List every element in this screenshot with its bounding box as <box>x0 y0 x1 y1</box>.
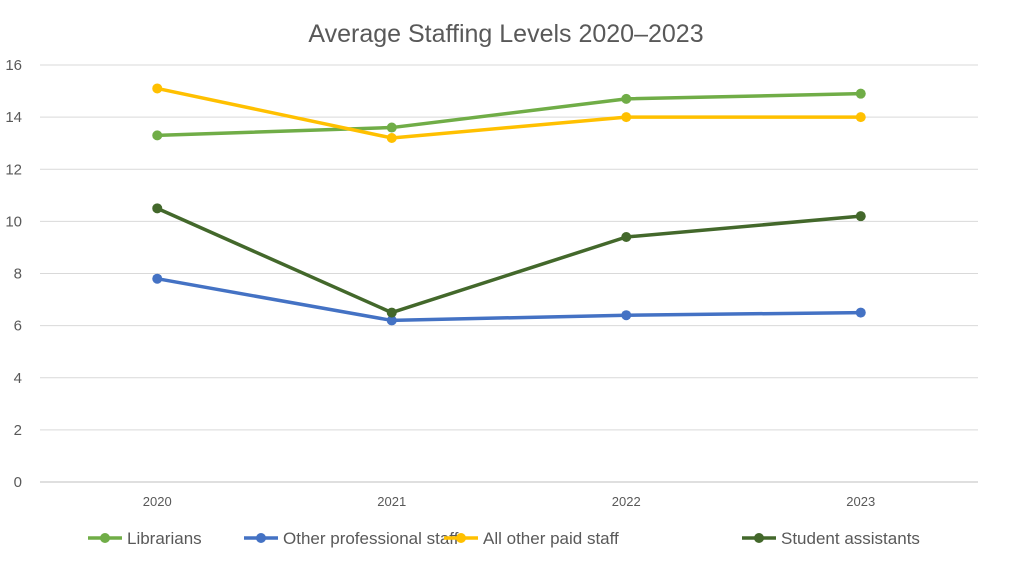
y-tick-label: 4 <box>14 370 22 387</box>
legend-marker <box>456 533 466 543</box>
legend-label: All other paid staff <box>483 529 619 548</box>
legend-marker <box>256 533 266 543</box>
data-point <box>621 232 632 243</box>
data-point <box>855 307 866 318</box>
data-point <box>621 310 632 321</box>
data-point <box>386 132 397 143</box>
legend-label: Other professional staff <box>283 529 459 548</box>
data-point <box>386 315 397 326</box>
series-lines <box>152 83 866 326</box>
legend-label: Student assistants <box>781 529 920 548</box>
series-line <box>156 276 861 323</box>
legend-item: Librarians <box>88 529 202 548</box>
legend-marker <box>100 533 110 543</box>
y-tick-label: 10 <box>5 213 22 230</box>
x-tick-label: 2020 <box>143 494 172 509</box>
data-point <box>152 130 163 141</box>
legend-item: Student assistants <box>742 529 920 548</box>
data-point <box>386 122 397 133</box>
data-point <box>855 211 866 222</box>
data-point <box>152 83 163 94</box>
x-tick-label: 2022 <box>612 494 641 509</box>
x-axis: 2020 2021 2022 2023 <box>143 494 875 509</box>
y-axis: 0 2 4 6 8 10 12 14 16 <box>5 57 22 491</box>
y-tick-label: 2 <box>14 422 22 439</box>
y-tick-label: 8 <box>14 266 22 283</box>
data-point <box>855 112 866 123</box>
legend-label: Librarians <box>127 529 202 548</box>
series-all-other-paid-staff <box>152 83 866 143</box>
data-point <box>621 93 632 104</box>
x-tick-label: 2021 <box>377 494 406 509</box>
data-point <box>621 112 632 123</box>
legend-item: Other professional staff <box>244 529 459 548</box>
data-point <box>152 203 163 214</box>
chart-title: Average Staffing Levels 2020–2023 <box>308 20 703 48</box>
legend-marker <box>754 533 764 543</box>
series-librarians <box>152 88 866 141</box>
y-tick-label: 12 <box>5 161 22 178</box>
legend: Librarians Other professional staff All ot… <box>88 529 920 548</box>
y-tick-label: 0 <box>14 474 22 491</box>
series-other-professional-staff <box>152 273 866 326</box>
y-tick-label: 16 <box>5 57 22 74</box>
data-point <box>386 307 397 318</box>
series-line <box>156 86 861 140</box>
y-tick-label: 14 <box>5 109 22 126</box>
series-student-assistants <box>152 203 866 318</box>
series-line <box>156 206 861 315</box>
x-tick-label: 2023 <box>846 494 875 509</box>
series-line <box>157 91 861 138</box>
legend-item: All other paid staff <box>444 529 619 548</box>
data-point <box>855 88 866 99</box>
data-point <box>152 273 163 284</box>
y-tick-label: 6 <box>14 318 22 335</box>
